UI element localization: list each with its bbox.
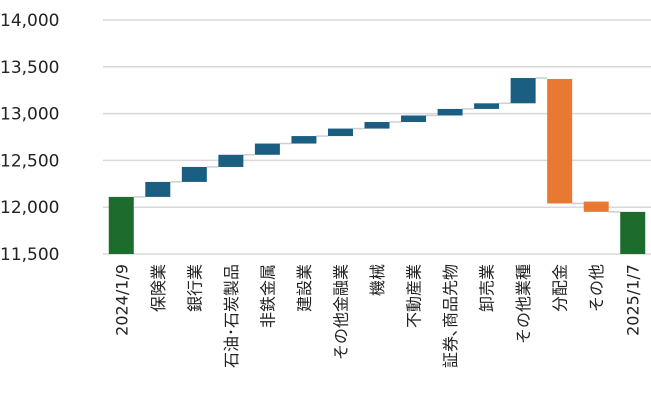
- x-category-label: 銀行業: [185, 264, 204, 312]
- bar-increase: [364, 122, 390, 129]
- y-tick-label: 11,500: [0, 245, 59, 265]
- y-tick-label: 12,500: [0, 151, 59, 171]
- bar-increase: [437, 108, 463, 116]
- x-category-label: その他業種: [514, 264, 533, 344]
- bar-increase: [474, 103, 500, 109]
- x-category-label: 機械: [368, 264, 387, 296]
- x-category-label: 卸売業: [478, 264, 497, 312]
- bars: [108, 78, 646, 254]
- x-axis-category-labels: 2024/1/9 保険業 銀行業 石油･石炭製品 非鉄金属 建設業 その他金融業 機械 不動産業…: [112, 264, 642, 368]
- bar-increase: [218, 154, 244, 167]
- x-category-label: 建設業: [295, 264, 314, 312]
- bar-decrease: [583, 201, 609, 212]
- bar-increase: [510, 78, 536, 104]
- x-category-label: 石油･石炭製品: [222, 264, 241, 368]
- y-tick-label: 14,000: [0, 11, 59, 31]
- x-category-label: 非鉄金属: [258, 264, 277, 328]
- bar-increase: [181, 166, 207, 182]
- x-category-label: 証券､商品先物: [441, 264, 460, 368]
- bar-total: [620, 211, 646, 254]
- y-tick-label: 12,000: [0, 198, 59, 218]
- bar-increase: [254, 143, 280, 155]
- y-axis-tick-labels: 11,500 12,000 12,500 13,000 13,500 14,000: [0, 11, 59, 265]
- x-category-label: 2025/1/7: [624, 264, 643, 336]
- x-category-label: 保険業: [149, 264, 168, 312]
- bar-increase: [291, 136, 317, 144]
- bar-increase: [145, 181, 171, 197]
- bar-increase: [327, 128, 353, 137]
- y-tick-label: 13,500: [0, 58, 59, 78]
- x-category-label: その他金融業: [331, 264, 350, 360]
- x-category-label: 2024/1/9: [112, 264, 131, 336]
- connector-lines: [133, 77, 621, 213]
- x-category-label: 分配金: [551, 264, 570, 312]
- x-category-label: 不動産業: [405, 264, 424, 328]
- bar-decrease: [547, 78, 573, 204]
- bar-increase: [401, 115, 427, 123]
- bar-total: [108, 196, 134, 254]
- gridlines: [103, 19, 651, 255]
- y-tick-label: 13,000: [0, 105, 59, 125]
- x-category-label: その他: [587, 264, 606, 312]
